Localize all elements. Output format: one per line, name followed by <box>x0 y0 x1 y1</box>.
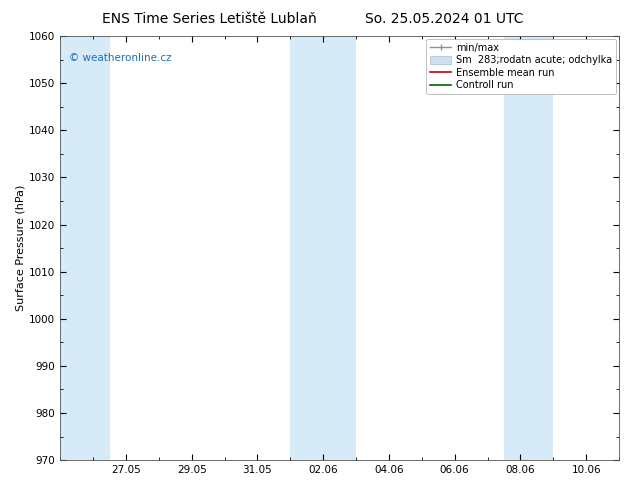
Bar <box>290 36 356 460</box>
Bar <box>504 36 553 460</box>
Bar <box>60 36 110 460</box>
Text: © weatheronline.cz: © weatheronline.cz <box>68 53 171 63</box>
Text: ENS Time Series Letiště Lublaň: ENS Time Series Letiště Lublaň <box>102 12 316 26</box>
Y-axis label: Surface Pressure (hPa): Surface Pressure (hPa) <box>15 185 25 311</box>
Legend: min/max, Sm  283;rodatn acute; odchylka, Ensemble mean run, Controll run: min/max, Sm 283;rodatn acute; odchylka, … <box>426 39 616 94</box>
Text: So. 25.05.2024 01 UTC: So. 25.05.2024 01 UTC <box>365 12 523 26</box>
